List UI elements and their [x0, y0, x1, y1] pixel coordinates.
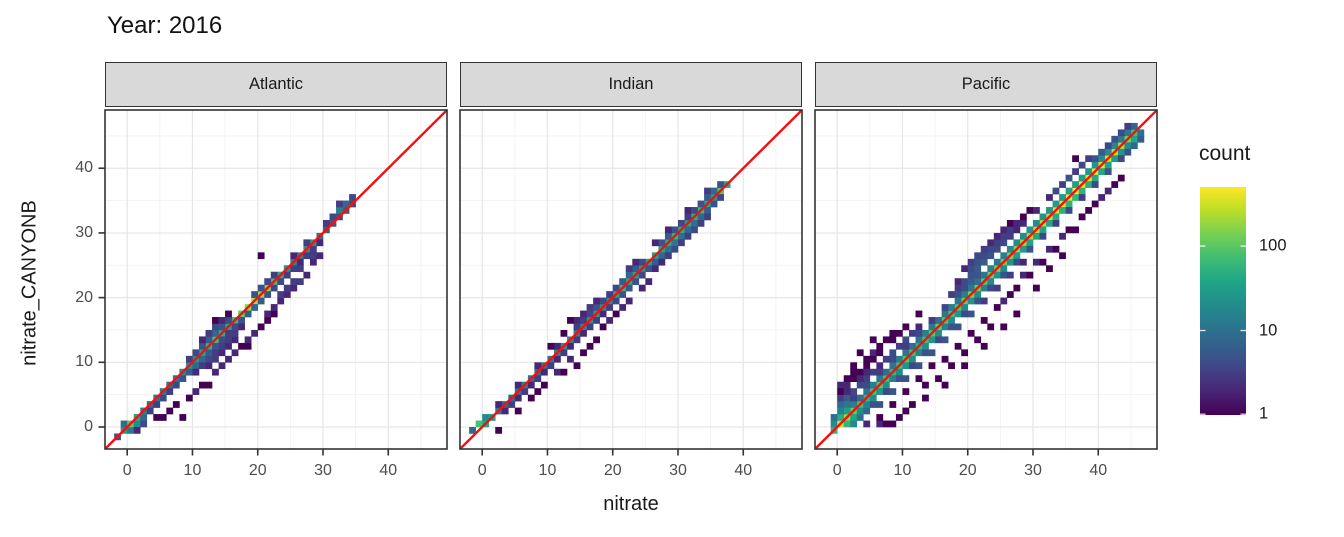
- panel-border: [459, 109, 803, 450]
- x-tick-label: 40: [379, 462, 398, 479]
- legend-title: count: [1199, 142, 1251, 165]
- y-tick-label: 10: [75, 353, 93, 371]
- x-tick-label: 20: [248, 462, 267, 479]
- legend-tick-label: 10: [1259, 321, 1278, 340]
- x-axis-title: nitrate: [603, 493, 659, 515]
- x-tick-label: 10: [538, 462, 557, 479]
- x-tick-label: 0: [122, 462, 132, 479]
- identity-line-pacific: [814, 109, 1158, 450]
- x-tick-label: 0: [477, 462, 487, 479]
- facet-strip-pacific: Pacific: [815, 62, 1157, 107]
- y-tick-label: 30: [75, 223, 93, 241]
- panel-indian: [459, 109, 803, 456]
- panel-border: [104, 109, 448, 450]
- y-axis-title: nitrate_CANYONB: [18, 200, 41, 366]
- x-tick-label: 30: [669, 462, 687, 479]
- facet-strip-atlantic: Atlantic: [105, 62, 447, 107]
- x-tick-label: 10: [183, 462, 202, 479]
- y-tick-label: 20: [75, 288, 93, 306]
- legend-colorbar: [1200, 187, 1246, 415]
- identity-line-atlantic: [104, 109, 448, 450]
- panel-atlantic: [98, 109, 448, 456]
- panel-pacific: [814, 109, 1158, 456]
- legend-tick-label: 100: [1259, 236, 1287, 255]
- x-tick-label: 20: [603, 462, 622, 479]
- facet-strip-indian: Indian: [460, 62, 802, 107]
- x-tick-label: 30: [314, 462, 332, 479]
- x-tick-label: 20: [958, 462, 977, 479]
- x-tick-label: 30: [1024, 462, 1042, 479]
- y-tick-label: 0: [84, 418, 93, 435]
- plot-title: Year: 2016: [107, 12, 223, 39]
- x-tick-label: 0: [832, 462, 842, 479]
- panel-border: [814, 109, 1158, 450]
- x-tick-label: 10: [893, 462, 912, 479]
- y-tick-label: 40: [75, 159, 93, 177]
- x-tick-label: 40: [734, 462, 753, 479]
- x-tick-label: 40: [1089, 462, 1108, 479]
- identity-line-indian: [459, 109, 803, 450]
- legend-tick-label: 1: [1259, 404, 1269, 423]
